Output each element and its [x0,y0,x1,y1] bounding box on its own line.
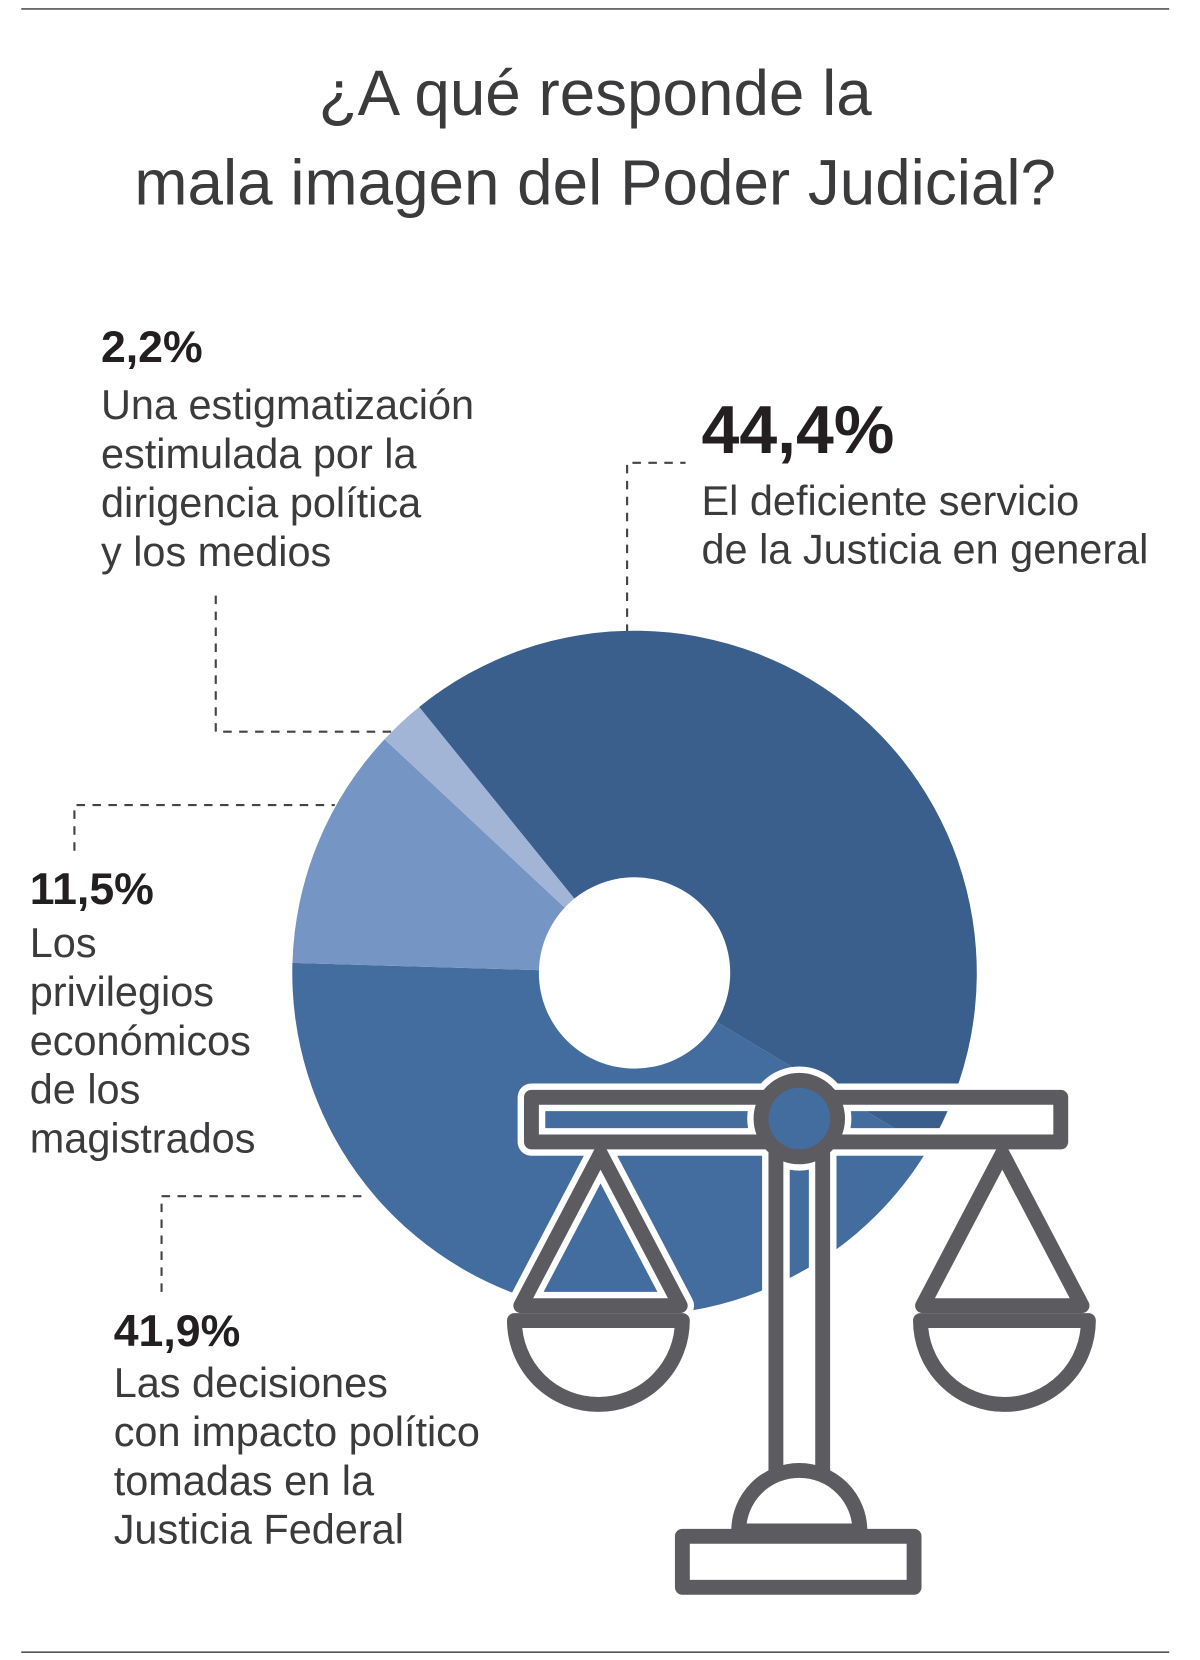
label-41-9: 41,9% Las decisiones con impacto polític… [114,1307,480,1553]
label-line: Las decisiones [114,1359,388,1406]
label-line: y los medios [101,528,331,575]
label-line: de la Justicia en general [702,526,1149,573]
pie-slice-44-4 [419,630,977,1149]
label-line: estimulada por la [101,430,418,477]
label-line: con impacto político [114,1408,480,1455]
pct-41-9: 41,9% [114,1307,241,1356]
donut-hole [538,877,731,1069]
title-line-1: ¿A qué responde la [319,57,873,129]
label-2-2: 2,2% Una estigmatización estimulada por … [101,323,474,575]
label-line: privilegios [30,968,214,1015]
pie-slice-11-5 [292,739,635,973]
scales-of-justice-icon [500,1066,1103,1602]
pct-2-2: 2,2% [101,323,203,372]
label-line: Justicia Federal [114,1506,404,1553]
leader-44-4 [626,461,686,633]
label-line: tomadas en la [114,1457,375,1504]
pct-44-4: 44,4% [702,392,895,468]
leader-11-5 [73,803,335,851]
label-line: de los [30,1066,141,1113]
label-line: económicos [30,1017,251,1064]
label-44-4: 44,4% El deficiente servicio de la Justi… [702,392,1149,573]
title-line-2: mala imagen del Poder Judicial? [134,146,1056,218]
label-line: Una estigmatización [101,381,474,428]
leader-2-2 [214,595,394,733]
label-11-5: 11,5% Los privilegios económicos de los … [30,865,256,1162]
pct-11-5: 11,5% [30,865,154,914]
label-line: magistrados [30,1115,256,1162]
label-line: Los [30,919,97,966]
label-line: dirigencia política [101,479,422,526]
label-line: El deficiente servicio [702,477,1080,524]
leader-41-9 [160,1195,367,1292]
